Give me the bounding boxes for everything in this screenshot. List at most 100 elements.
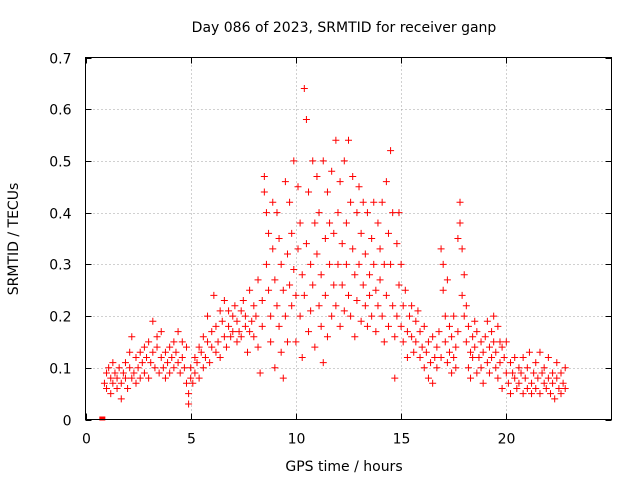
y-tick-label: 0.4 <box>49 207 71 223</box>
data-point-marker <box>416 353 424 361</box>
data-point-marker <box>351 333 359 341</box>
data-point-marker <box>334 209 342 217</box>
data-point-marker <box>515 364 523 372</box>
data-point-marker <box>271 364 279 372</box>
data-point-marker <box>300 291 308 299</box>
y-tick-label: 0.5 <box>49 155 71 171</box>
data-point-marker <box>479 348 487 356</box>
data-point-marker <box>117 395 125 403</box>
y-axis-label: SRMTID / TECUs <box>6 183 22 296</box>
data-point-marker <box>437 245 445 253</box>
data-point-marker <box>502 369 510 377</box>
data-point-marker <box>279 286 287 294</box>
data-point-marker <box>136 374 144 382</box>
data-point-marker <box>540 364 548 372</box>
data-point-marker <box>161 374 169 382</box>
data-point-marker <box>172 348 180 356</box>
data-point-marker <box>296 219 304 227</box>
data-point-marker <box>199 333 207 341</box>
data-point-marker <box>233 317 241 325</box>
data-point-marker <box>166 343 174 351</box>
data-point-marker <box>538 369 546 377</box>
data-point-marker <box>361 302 369 310</box>
data-point-marker <box>408 302 416 310</box>
data-point-marker <box>494 322 502 330</box>
data-point-marker <box>166 369 174 377</box>
data-point-marker <box>115 364 123 372</box>
data-point-marker <box>241 322 249 330</box>
data-point-marker <box>260 188 268 196</box>
data-point-marker <box>109 359 117 367</box>
data-point-marker <box>309 281 317 289</box>
data-point-marker <box>246 328 254 336</box>
data-point-marker <box>212 348 220 356</box>
data-point-marker <box>551 395 559 403</box>
data-point-marker <box>332 302 340 310</box>
data-point-marker <box>345 291 352 299</box>
x-axis-label: GPS time / hours <box>285 459 402 475</box>
data-point-marker <box>164 359 172 367</box>
data-point-marker <box>456 219 464 227</box>
data-point-marker <box>256 369 264 377</box>
data-point-marker <box>321 291 329 299</box>
data-point-marker <box>414 307 422 315</box>
data-point-marker <box>161 348 169 356</box>
data-point-marker <box>460 271 468 279</box>
data-point-marker <box>155 369 163 377</box>
data-point-marker <box>488 353 496 361</box>
data-point-marker <box>454 235 462 242</box>
data-point-marker <box>464 322 472 330</box>
data-point-marker <box>342 260 350 268</box>
data-point-marker <box>359 281 367 289</box>
data-point-marker <box>227 333 235 341</box>
data-point-marker <box>241 312 249 320</box>
data-point-marker <box>420 364 428 372</box>
data-point-marker <box>153 333 161 341</box>
data-point-marker <box>288 302 296 310</box>
data-point-marker <box>418 343 426 351</box>
data-point-marker <box>372 286 380 294</box>
data-point-marker <box>260 172 268 180</box>
data-point-marker <box>159 364 167 372</box>
data-point-marker <box>553 359 561 367</box>
data-point-marker <box>302 116 310 124</box>
data-point-marker <box>483 359 491 367</box>
data-point-marker <box>140 369 148 377</box>
data-point-marker <box>431 353 439 361</box>
data-point-marker <box>546 390 554 398</box>
data-point-marker <box>376 276 384 284</box>
data-point-marker <box>477 338 485 346</box>
data-point-marker <box>134 364 142 372</box>
data-point-marker <box>273 209 281 217</box>
data-point-marker <box>138 359 146 367</box>
data-point-marker <box>321 235 329 242</box>
data-point-marker <box>265 286 273 294</box>
data-point-marker <box>345 136 352 144</box>
data-point-marker <box>319 359 327 367</box>
data-point-marker <box>351 271 359 279</box>
data-point-marker <box>458 291 466 299</box>
y-tick-label: 0.6 <box>49 103 71 119</box>
data-point-marker <box>275 235 283 242</box>
data-point-marker <box>439 286 447 294</box>
data-point-marker <box>187 364 195 372</box>
data-point-marker <box>395 281 403 289</box>
data-point-marker <box>363 209 371 217</box>
data-point-marker <box>220 297 228 305</box>
data-point-marker <box>290 266 298 274</box>
data-point-marker <box>248 317 256 325</box>
data-point-marker <box>244 348 252 356</box>
data-point-marker <box>553 374 561 382</box>
data-point-marker <box>542 384 550 392</box>
data-point-marker <box>109 379 117 387</box>
data-point-marker <box>216 307 224 315</box>
data-point-marker <box>357 229 365 237</box>
data-point-marker <box>488 328 496 336</box>
data-point-marker <box>340 157 348 165</box>
data-point-marker <box>128 333 136 341</box>
data-point-marker <box>454 328 462 336</box>
data-point-marker <box>540 379 548 387</box>
data-point-marker <box>391 333 399 341</box>
data-point-marker <box>208 343 216 351</box>
data-point-marker <box>456 198 464 206</box>
